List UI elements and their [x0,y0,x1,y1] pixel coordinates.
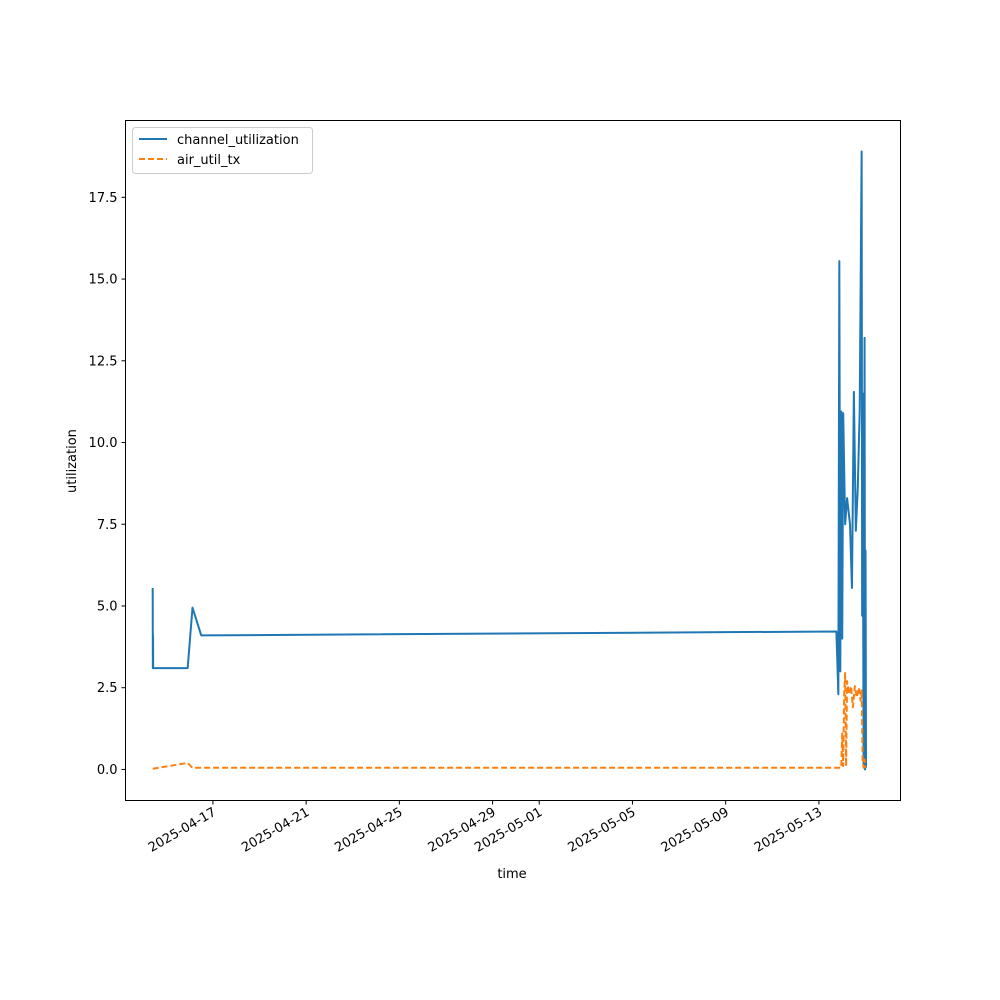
y-tick-label: 12.5 [89,354,118,369]
y-tick-label: 2.5 [97,681,118,696]
y-tick-label: 5.0 [97,599,118,614]
series-layer [151,150,868,771]
y-axis-label: utilization [65,429,80,493]
legend-box [132,127,313,174]
x-axis-label: time [497,867,526,882]
legend-label-air-util-tx: air_util_tx [177,153,241,168]
y-tick-label: 0.0 [97,763,118,778]
y-tick-label: 15.0 [89,273,118,288]
legend-label-channel-utilization: channel_utilization [177,133,299,148]
y-axis: 0.0 2.5 5.0 7.5 10.0 12.5 15.0 17.5 [89,191,126,778]
plot-frame [125,120,901,801]
series-line-air-util-tx [152,672,867,770]
y-tick-label: 17.5 [89,191,118,206]
y-tick-label: 7.5 [97,518,118,533]
legend: channel_utilization air_util_tx [132,127,313,174]
y-tick-label: 10.0 [89,436,118,451]
